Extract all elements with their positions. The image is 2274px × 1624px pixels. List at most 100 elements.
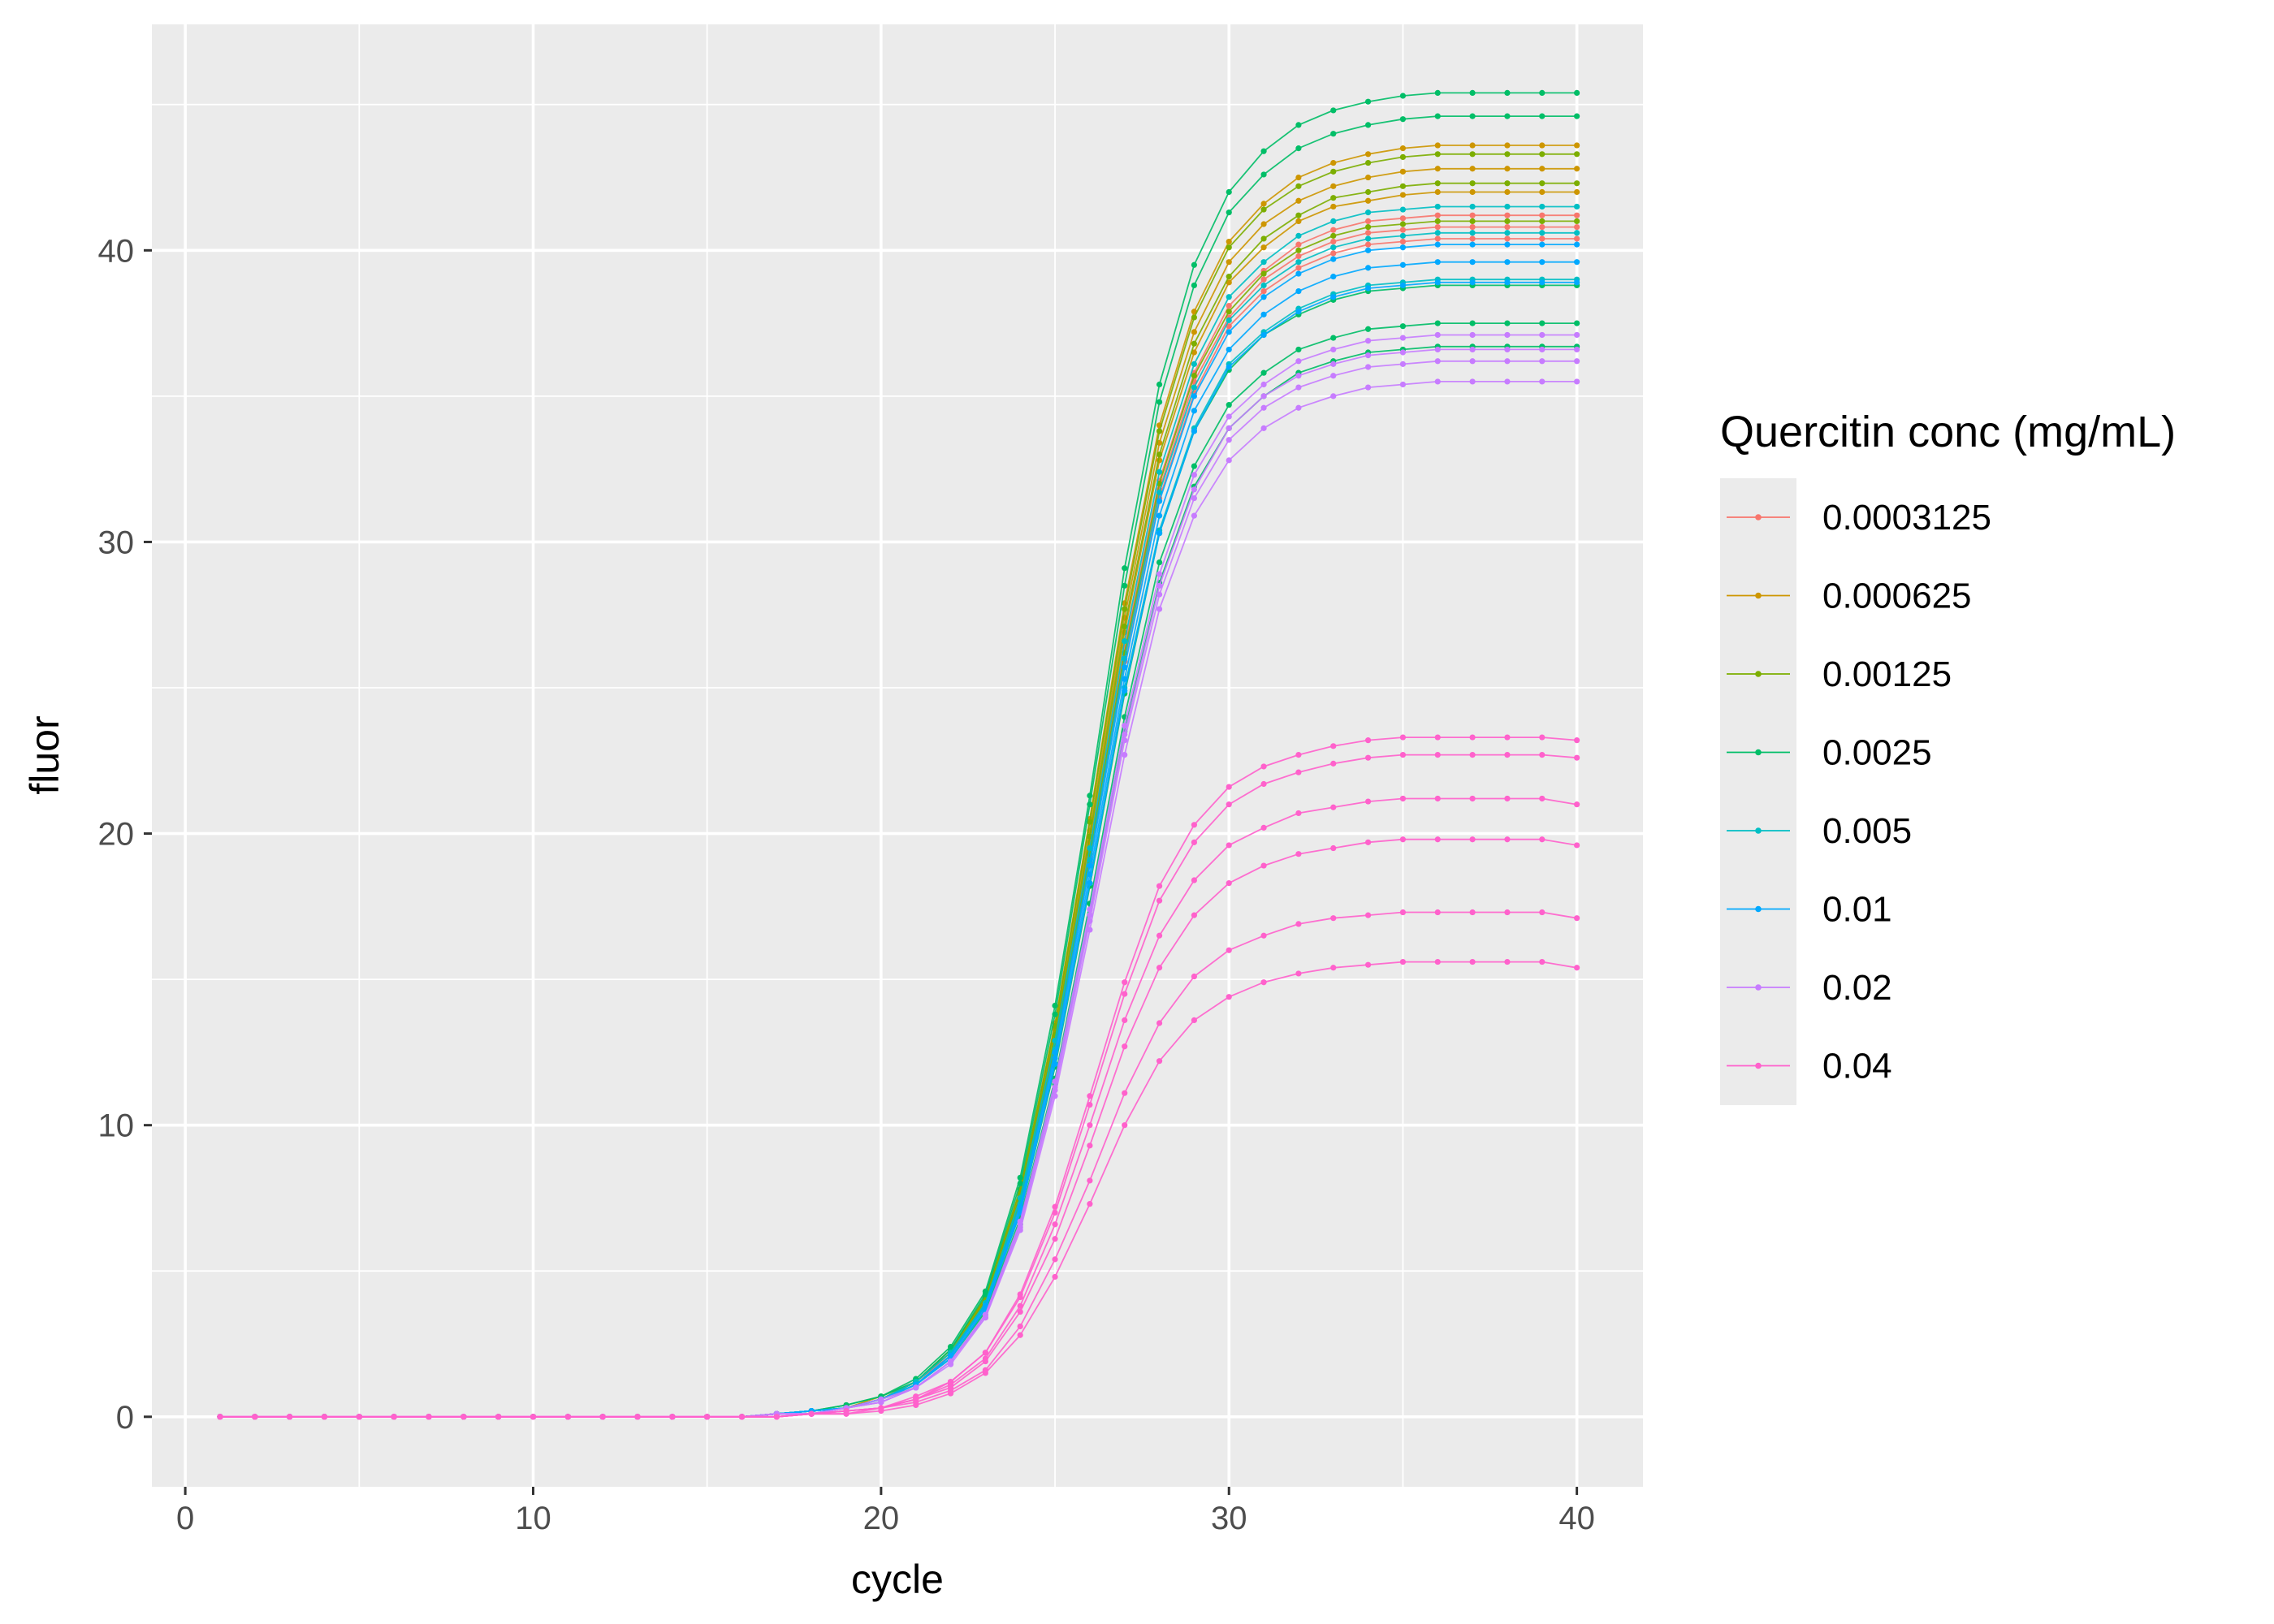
data-point	[1226, 457, 1232, 464]
data-point	[1469, 259, 1476, 266]
data-point	[1399, 261, 1407, 268]
data-point	[1364, 384, 1372, 391]
y-tick-label: 30	[98, 525, 135, 560]
data-point	[1156, 883, 1163, 889]
data-point	[1295, 265, 1302, 271]
data-point	[1330, 335, 1337, 341]
data-point	[1330, 346, 1337, 353]
data-point	[1469, 241, 1476, 248]
data-point	[1434, 259, 1441, 266]
data-point	[1330, 227, 1337, 233]
data-point	[1122, 737, 1128, 744]
data-point	[1364, 151, 1372, 158]
data-point	[1191, 839, 1198, 845]
data-point	[1434, 241, 1441, 248]
data-point	[1364, 209, 1372, 216]
data-point	[1434, 734, 1441, 741]
data-point	[1399, 215, 1407, 222]
data-point	[1399, 183, 1407, 189]
data-point	[1156, 399, 1163, 405]
data-point	[1191, 408, 1198, 414]
data-point	[1469, 378, 1476, 385]
data-point	[1539, 212, 1546, 218]
data-point	[1017, 1308, 1023, 1315]
data-point	[1399, 752, 1407, 758]
data-point	[1469, 358, 1476, 365]
legend-label: 0.02	[1822, 968, 1892, 1008]
data-point	[773, 1414, 780, 1420]
data-point	[1052, 1011, 1058, 1017]
data-point	[1364, 223, 1372, 231]
data-point	[1052, 1093, 1058, 1099]
legend-key-point	[1755, 671, 1762, 677]
data-point	[1504, 279, 1511, 286]
data-point	[1260, 763, 1267, 770]
data-point	[1156, 965, 1163, 971]
data-point	[1504, 836, 1511, 843]
data-point	[1574, 235, 1580, 242]
data-point	[1260, 221, 1267, 227]
data-point	[1330, 804, 1337, 810]
data-point	[1295, 752, 1302, 758]
data-point	[1295, 218, 1302, 225]
data-point	[1156, 469, 1163, 475]
legend-label: 0.04	[1822, 1047, 1892, 1086]
data-point	[1295, 921, 1302, 927]
data-point	[704, 1414, 711, 1420]
data-point	[1434, 223, 1441, 231]
legend-key-point	[1755, 1062, 1762, 1069]
data-point	[1226, 801, 1232, 808]
data-point	[1226, 259, 1232, 266]
data-point	[1504, 909, 1511, 916]
data-point	[1364, 241, 1372, 248]
data-point	[1191, 877, 1198, 883]
data-point	[1260, 235, 1267, 242]
data-point	[287, 1414, 293, 1420]
data-point	[1574, 754, 1580, 761]
data-point	[982, 1350, 988, 1356]
data-point	[1469, 203, 1476, 210]
data-point	[530, 1414, 537, 1420]
data-point	[1191, 463, 1198, 469]
data-point	[1226, 413, 1232, 420]
data-point	[1330, 195, 1337, 201]
data-point	[1434, 89, 1441, 96]
data-point	[1295, 384, 1302, 391]
data-point	[1539, 203, 1546, 210]
data-point	[1260, 276, 1267, 283]
data-point	[1017, 1180, 1023, 1187]
data-point	[1574, 915, 1580, 922]
legend-label: 0.000625	[1822, 577, 1972, 616]
data-point	[1539, 230, 1546, 236]
data-point	[1295, 259, 1302, 266]
data-point	[1399, 153, 1407, 161]
data-point	[1469, 89, 1476, 96]
data-point	[1226, 402, 1232, 408]
data-point	[1434, 166, 1441, 172]
data-point	[1226, 302, 1232, 309]
data-point	[1539, 142, 1546, 149]
data-point	[1364, 122, 1372, 128]
data-point	[1260, 780, 1267, 788]
data-point	[1191, 486, 1198, 493]
data-point	[1504, 230, 1511, 236]
data-point	[1330, 915, 1337, 922]
data-point	[1434, 113, 1441, 119]
data-point	[1330, 203, 1337, 210]
y-tick-label: 10	[98, 1108, 135, 1144]
data-point	[1539, 378, 1546, 385]
data-point	[1330, 274, 1337, 280]
legend-item: 0.01	[1727, 890, 1892, 930]
data-point	[1504, 734, 1511, 741]
data-point	[1504, 378, 1511, 385]
series-0.04	[217, 958, 1580, 1420]
data-point	[1226, 425, 1232, 431]
data-point	[1574, 358, 1580, 365]
data-point	[1191, 428, 1198, 434]
data-point	[1330, 238, 1337, 245]
data-point	[1295, 232, 1302, 239]
data-point	[1504, 223, 1511, 231]
legend-key-point	[1755, 592, 1762, 599]
data-point	[1087, 1093, 1093, 1099]
data-point	[1539, 223, 1546, 231]
